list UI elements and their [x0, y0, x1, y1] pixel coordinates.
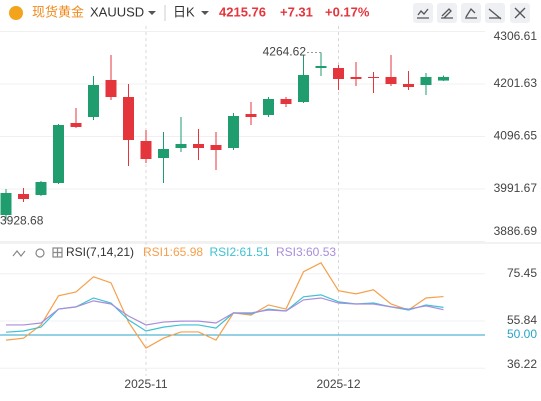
icon — [441, 8, 453, 19]
y-tick-label: 50.00 — [507, 327, 537, 341]
symbol-icon — [9, 6, 23, 20]
candle-body — [105, 80, 117, 97]
candle-body — [280, 99, 292, 104]
icon[interactable] — [12, 250, 26, 257]
candle-body — [123, 97, 134, 140]
y-tick-label: 36.22 — [507, 357, 537, 371]
candle-body — [70, 123, 82, 127]
tool-button[interactable] — [485, 3, 505, 23]
toolbar — [413, 3, 530, 23]
icon — [417, 8, 429, 19]
candle-body — [298, 75, 309, 102]
candle-body — [88, 85, 99, 117]
candle-body — [333, 68, 344, 79]
candle-body — [140, 141, 152, 159]
indicator-tools — [12, 247, 63, 258]
dropdown-arrow[interactable] — [148, 11, 156, 15]
period[interactable]: 日K — [173, 4, 195, 19]
candle-body — [18, 194, 29, 199]
change-pct: +0.17% — [325, 4, 370, 19]
y-tick-label: 3886.69 — [494, 224, 538, 238]
icon[interactable] — [35, 248, 45, 258]
candle-body — [368, 77, 379, 78]
icon — [488, 8, 502, 20]
candle-body — [245, 114, 257, 117]
tool-button[interactable] — [461, 3, 481, 23]
tool-button[interactable] — [437, 3, 457, 23]
candle-body — [420, 77, 432, 85]
legend-entry: RSI2:61.51 — [210, 245, 270, 259]
legend-entry: RSI3:60.53 — [276, 245, 336, 259]
y-tick-label: 55.84 — [507, 313, 537, 327]
indicator-name: RSI(7,14,21) — [66, 245, 134, 259]
low-label: 3928.68 — [0, 214, 44, 228]
y-tick-label: 4306.61 — [494, 29, 538, 43]
candle-body — [210, 145, 222, 150]
candle-body — [438, 76, 449, 81]
y-tick-label: 4201.63 — [494, 76, 538, 90]
y-tick-label: 75.45 — [507, 266, 537, 280]
candle-body — [228, 116, 239, 148]
candle-body — [158, 149, 169, 158]
rsi-line — [6, 297, 444, 326]
candle-body — [350, 77, 362, 79]
dropdown-arrow[interactable] — [201, 11, 209, 15]
candle-body — [53, 125, 64, 183]
candle-body — [403, 84, 414, 87]
rsi-line — [5, 262, 444, 349]
symbol-name[interactable]: 现货黄金 — [32, 4, 84, 19]
legend-entry: RSI1:65.98 — [143, 245, 203, 259]
y-tick-label: 4096.65 — [494, 129, 538, 143]
candle-body — [175, 144, 187, 148]
icon — [465, 7, 477, 19]
candle-body — [0, 193, 12, 215]
change: +7.31 — [280, 4, 313, 19]
price: 4215.76 — [219, 4, 266, 19]
candle-body — [315, 66, 327, 68]
icon — [53, 248, 62, 257]
y-tick-label: 3991.67 — [494, 181, 538, 195]
candle-body — [193, 144, 204, 148]
candle-body — [35, 182, 47, 195]
x-tick-label: 2025-11 — [124, 377, 167, 391]
candle-body — [263, 99, 274, 115]
tool-icons — [417, 7, 526, 20]
symbol-code[interactable]: XAUUSD — [90, 4, 144, 19]
high-label: 4264.62 — [263, 45, 307, 59]
icon — [514, 7, 526, 19]
x-tick-label: 2025-12 — [316, 377, 360, 391]
candle-body — [385, 77, 397, 84]
